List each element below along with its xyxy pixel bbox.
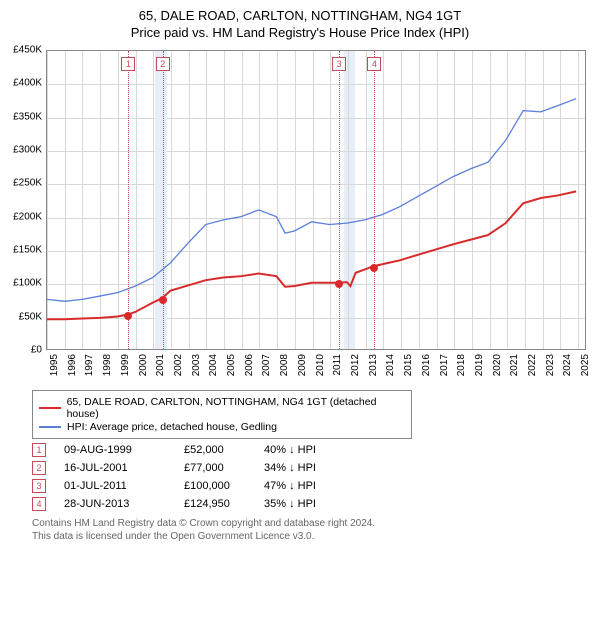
x-axis-label: 2013	[368, 354, 379, 376]
x-axis-label: 2016	[421, 354, 432, 376]
x-axis-label: 2002	[173, 354, 184, 376]
x-axis-label: 2007	[261, 354, 272, 376]
x-axis-label: 2005	[226, 354, 237, 376]
events-table: 1 09-AUG-1999£52,00040% ↓ HPI 2 16-JUL-2001…	[32, 443, 590, 511]
event-date: 16-JUL-2001	[64, 462, 184, 474]
x-axis-label: 2009	[297, 354, 308, 376]
x-axis-label: 2010	[315, 354, 326, 376]
legend-item: 65, DALE ROAD, CARLTON, NOTTINGHAM, NG4 …	[39, 396, 405, 420]
event-number-box: 3	[32, 479, 46, 493]
series-hpi	[47, 99, 576, 302]
event-number-box: 1	[32, 443, 46, 457]
legend-label: 65, DALE ROAD, CARLTON, NOTTINGHAM, NG4 …	[67, 396, 405, 420]
event-marker-3: 3	[332, 57, 346, 71]
sale-dot	[370, 264, 378, 272]
event-price: £52,000	[184, 444, 264, 456]
x-axis-label: 2017	[439, 354, 450, 376]
event-number-box: 2	[32, 461, 46, 475]
sale-dot	[159, 296, 167, 304]
y-axis-label: £350K	[0, 111, 42, 122]
footer-line1: Contains HM Land Registry data © Crown c…	[32, 517, 590, 530]
event-date: 09-AUG-1999	[64, 444, 184, 456]
y-axis-label: £50K	[0, 311, 42, 322]
x-axis-label: 2006	[244, 354, 255, 376]
event-pct: 47% ↓ HPI	[264, 480, 354, 492]
y-axis-label: £400K	[0, 78, 42, 89]
x-axis-label: 2004	[208, 354, 219, 376]
event-price: £124,950	[184, 498, 264, 510]
footer-attribution: Contains HM Land Registry data © Crown c…	[32, 517, 590, 543]
event-row-2: 2 16-JUL-2001£77,00034% ↓ HPI	[32, 461, 590, 475]
event-price: £77,000	[184, 462, 264, 474]
event-line	[374, 51, 375, 349]
x-axis-label: 2024	[562, 354, 573, 376]
x-axis-label: 2021	[509, 354, 520, 376]
event-date: 28-JUN-2013	[64, 498, 184, 510]
event-date: 01-JUL-2011	[64, 480, 184, 492]
x-axis-label: 2014	[385, 354, 396, 376]
x-axis-label: 2015	[403, 354, 414, 376]
x-axis-label: 2018	[456, 354, 467, 376]
series-price-paid	[47, 191, 576, 319]
title-block: 65, DALE ROAD, CARLTON, NOTTINGHAM, NG4 …	[0, 0, 600, 44]
page-container: 65, DALE ROAD, CARLTON, NOTTINGHAM, NG4 …	[0, 0, 600, 543]
event-line	[128, 51, 129, 349]
y-axis-label: £100K	[0, 278, 42, 289]
y-axis-label: £450K	[0, 45, 42, 56]
event-row-4: 4 28-JUN-2013£124,95035% ↓ HPI	[32, 497, 590, 511]
y-axis-label: £250K	[0, 178, 42, 189]
plot-region: 1 2 3 4	[46, 50, 586, 350]
x-axis-label: 2008	[279, 354, 290, 376]
x-axis-label: 2025	[580, 354, 591, 376]
legend-swatch	[39, 407, 61, 409]
x-axis-label: 2001	[155, 354, 166, 376]
legend-label: HPI: Average price, detached house, Gedl…	[67, 421, 277, 433]
event-line	[339, 51, 340, 349]
x-axis-label: 2012	[350, 354, 361, 376]
event-price: £100,000	[184, 480, 264, 492]
chart-area: 1 2 3 4 £0 £50K £100K £150K £200K £250K £300K £350…	[0, 44, 600, 384]
y-axis-label: £300K	[0, 145, 42, 156]
x-axis-label: 1995	[49, 354, 60, 376]
x-axis-label: 2003	[191, 354, 202, 376]
x-axis-label: 1999	[120, 354, 131, 376]
event-number-box: 4	[32, 497, 46, 511]
event-marker-4: 4	[367, 57, 381, 71]
chart-title-sub: Price paid vs. HM Land Registry's House …	[0, 25, 600, 40]
sale-dot	[124, 312, 132, 320]
y-axis-label: £0	[0, 345, 42, 356]
event-marker-2: 2	[156, 57, 170, 71]
footer-line2: This data is licensed under the Open Gov…	[32, 530, 590, 543]
event-marker-1: 1	[121, 57, 135, 71]
event-pct: 40% ↓ HPI	[264, 444, 354, 456]
x-axis-label: 2023	[545, 354, 556, 376]
x-axis-label: 2022	[527, 354, 538, 376]
y-axis-label: £200K	[0, 211, 42, 222]
x-axis-label: 1996	[67, 354, 78, 376]
x-axis-label: 2011	[332, 354, 343, 376]
x-axis-label: 2000	[138, 354, 149, 376]
event-line	[163, 51, 164, 349]
x-axis-label: 1998	[102, 354, 113, 376]
x-axis-label: 2020	[492, 354, 503, 376]
chart-title-address: 65, DALE ROAD, CARLTON, NOTTINGHAM, NG4 …	[0, 8, 600, 23]
sale-dot	[335, 280, 343, 288]
x-axis-label: 1997	[84, 354, 95, 376]
event-row-3: 3 01-JUL-2011£100,00047% ↓ HPI	[32, 479, 590, 493]
legend-swatch	[39, 426, 61, 428]
y-axis-label: £150K	[0, 245, 42, 256]
event-pct: 35% ↓ HPI	[264, 498, 354, 510]
event-row-1: 1 09-AUG-1999£52,00040% ↓ HPI	[32, 443, 590, 457]
x-axis-label: 2019	[474, 354, 485, 376]
legend-item: HPI: Average price, detached house, Gedl…	[39, 421, 405, 433]
event-pct: 34% ↓ HPI	[264, 462, 354, 474]
legend-box: 65, DALE ROAD, CARLTON, NOTTINGHAM, NG4 …	[32, 390, 412, 439]
